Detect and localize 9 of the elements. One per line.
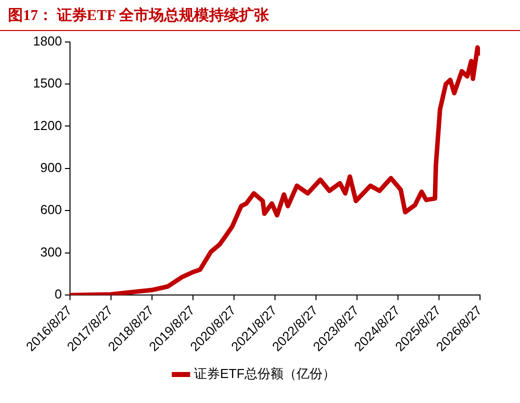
y-tick-label: 300 — [40, 244, 62, 260]
y-tick-label: 1500 — [33, 76, 62, 91]
y-tick-label: 1200 — [33, 118, 62, 133]
y-tick-label: 600 — [40, 202, 62, 218]
chart-title: 图17： 证券ETF 全市场总规模持续扩张 — [0, 0, 520, 31]
y-tick-label: 1800 — [33, 33, 62, 48]
y-tick-label: 0 — [54, 286, 62, 302]
y-tick-label: 900 — [40, 160, 62, 176]
legend-label: 证券ETF总份额（亿份） — [194, 366, 336, 382]
